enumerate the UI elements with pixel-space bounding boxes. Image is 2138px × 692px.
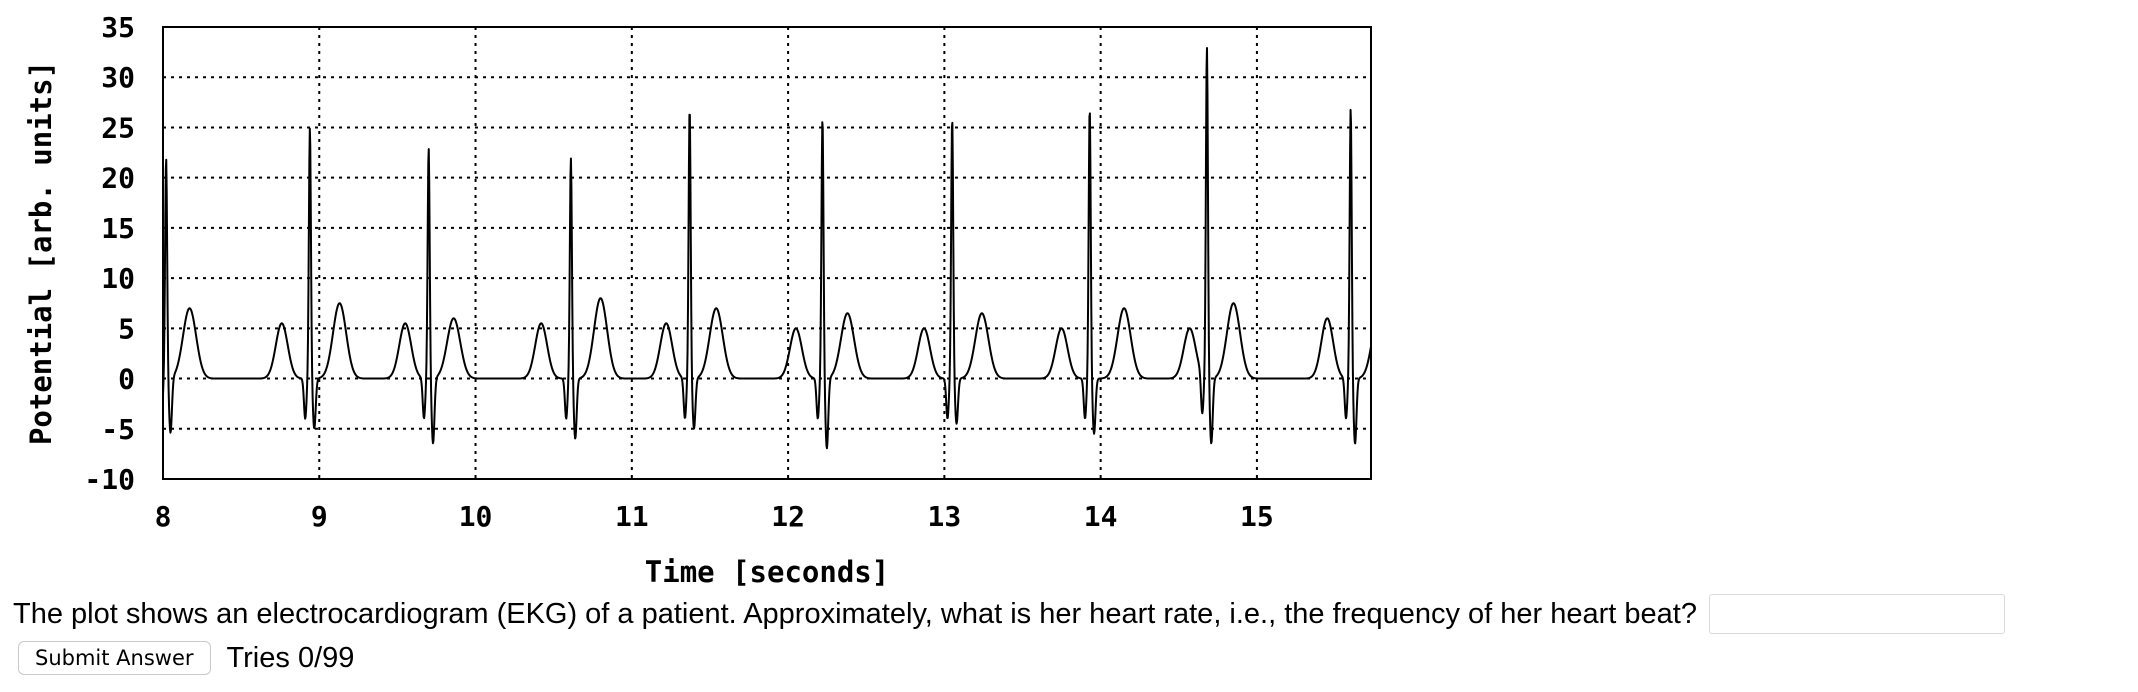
x-tick-labels: 8 9 10 11 12 13 14 15 (155, 500, 1274, 533)
grid-lines (163, 27, 1371, 479)
x-tick-label: 11 (615, 500, 649, 533)
ekg-trace-group (162, 46, 1372, 450)
x-axis-label: Time [seconds] (645, 555, 889, 589)
answer-input[interactable] (1708, 594, 2005, 634)
x-tick-label: 15 (1240, 500, 1274, 533)
y-tick-label: -5 (101, 413, 135, 446)
y-tick-label: 10 (101, 262, 135, 295)
y-tick-label: 0 (118, 363, 135, 396)
y-tick-label: 5 (118, 312, 135, 345)
y-tick-label: 25 (101, 111, 135, 144)
y-tick-label: 15 (101, 212, 135, 245)
x-tick-label: 10 (459, 500, 493, 533)
plot-frame (162, 26, 1372, 480)
submit-answer-button[interactable]: Submit Answer (18, 641, 211, 675)
x-tick-label: 8 (155, 500, 172, 533)
tries-counter: Tries 0/99 (226, 641, 355, 674)
y-tick-label: -10 (84, 463, 135, 496)
y-axis-label: Potential [arb. units] (24, 61, 58, 445)
x-tick-label: 9 (311, 500, 328, 533)
y-tick-label: 35 (101, 11, 135, 44)
x-tick-label: 13 (928, 500, 962, 533)
x-tick-label: 12 (771, 500, 805, 533)
submit-row: Submit Answer Tries 0/99 (18, 640, 354, 676)
ekg-chart-svg: 35 30 25 20 15 10 5 0 -5 -10 8 9 10 11 12 13 14 15 Time … (24, 11, 1372, 589)
x-tick-label: 14 (1084, 500, 1118, 533)
question-row: The plot shows an electrocardiogram (EKG… (13, 592, 2005, 636)
y-tick-labels: 35 30 25 20 15 10 5 0 -5 -10 (84, 11, 135, 496)
question-text: The plot shows an electrocardiogram (EKG… (13, 597, 1697, 630)
ekg-chart: 35 30 25 20 15 10 5 0 -5 -10 8 9 10 11 12 13 14 15 Time … (24, 11, 1372, 589)
y-tick-label: 30 (101, 61, 135, 94)
ekg-trace-line (162, 46, 1372, 450)
y-tick-label: 20 (101, 162, 135, 195)
